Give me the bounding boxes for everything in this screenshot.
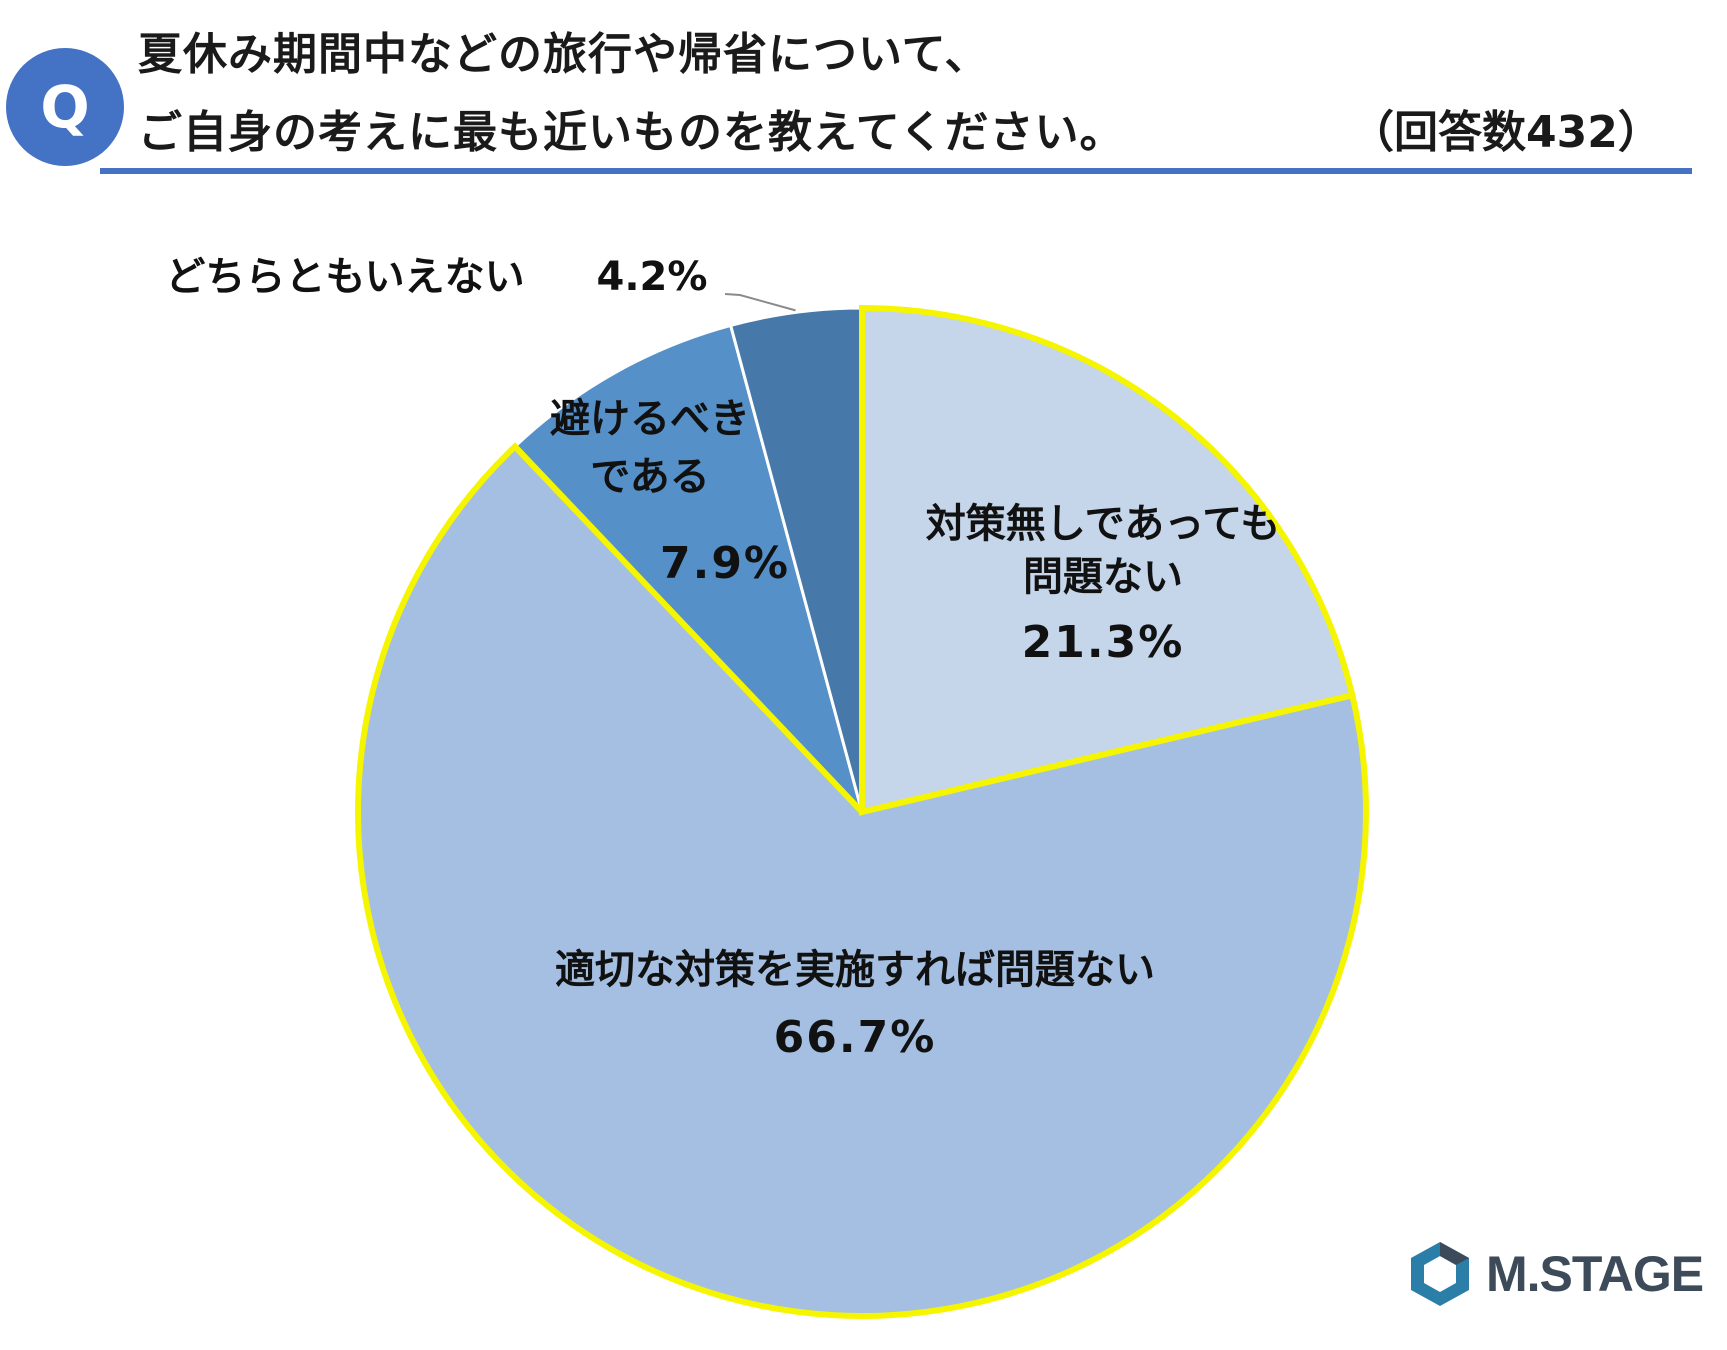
slice-highlight-1	[859, 304, 1356, 816]
slice-value-3: 7.9%	[660, 538, 790, 589]
slice-label-3-line-1: 避けるべき	[550, 396, 750, 442]
slice-value-1: 21.3%	[1022, 617, 1185, 668]
slice-highlight-2	[355, 442, 1369, 1319]
slice-value-2: 66.7%	[774, 1012, 937, 1063]
title-underline	[100, 168, 1692, 174]
pie-slice-3	[512, 323, 864, 814]
response-count: （回答数432）	[1350, 107, 1662, 158]
slice-label-3-line-2: である	[590, 454, 710, 500]
hexagon-logo-icon	[1411, 1242, 1469, 1306]
slice-label-1-line-1: 対策無しであっても	[926, 501, 1280, 547]
slice-label-2-line-1: 適切な対策を実施すれば問題ない	[555, 947, 1155, 993]
pie-highlights	[355, 304, 1369, 1319]
logo-text: M.STAGE	[1486, 1246, 1704, 1302]
mstage-logo: M.STAGE	[1408, 1240, 1704, 1308]
question-title-line1: 夏休み期間中などの旅行や帰省について、	[138, 29, 990, 80]
leader-line-4	[724, 293, 796, 312]
slice-label-1-line-2: 問題ない	[1023, 554, 1183, 600]
pie-slices	[356, 306, 1368, 1318]
slice-label-4: どちらともいえない	[165, 254, 524, 300]
slice-value-4: 4.2%	[597, 254, 708, 300]
question-title-line2: ご自身の考えに最も近いものを教えてください。	[138, 107, 1125, 158]
question-badge: Q	[6, 48, 124, 166]
